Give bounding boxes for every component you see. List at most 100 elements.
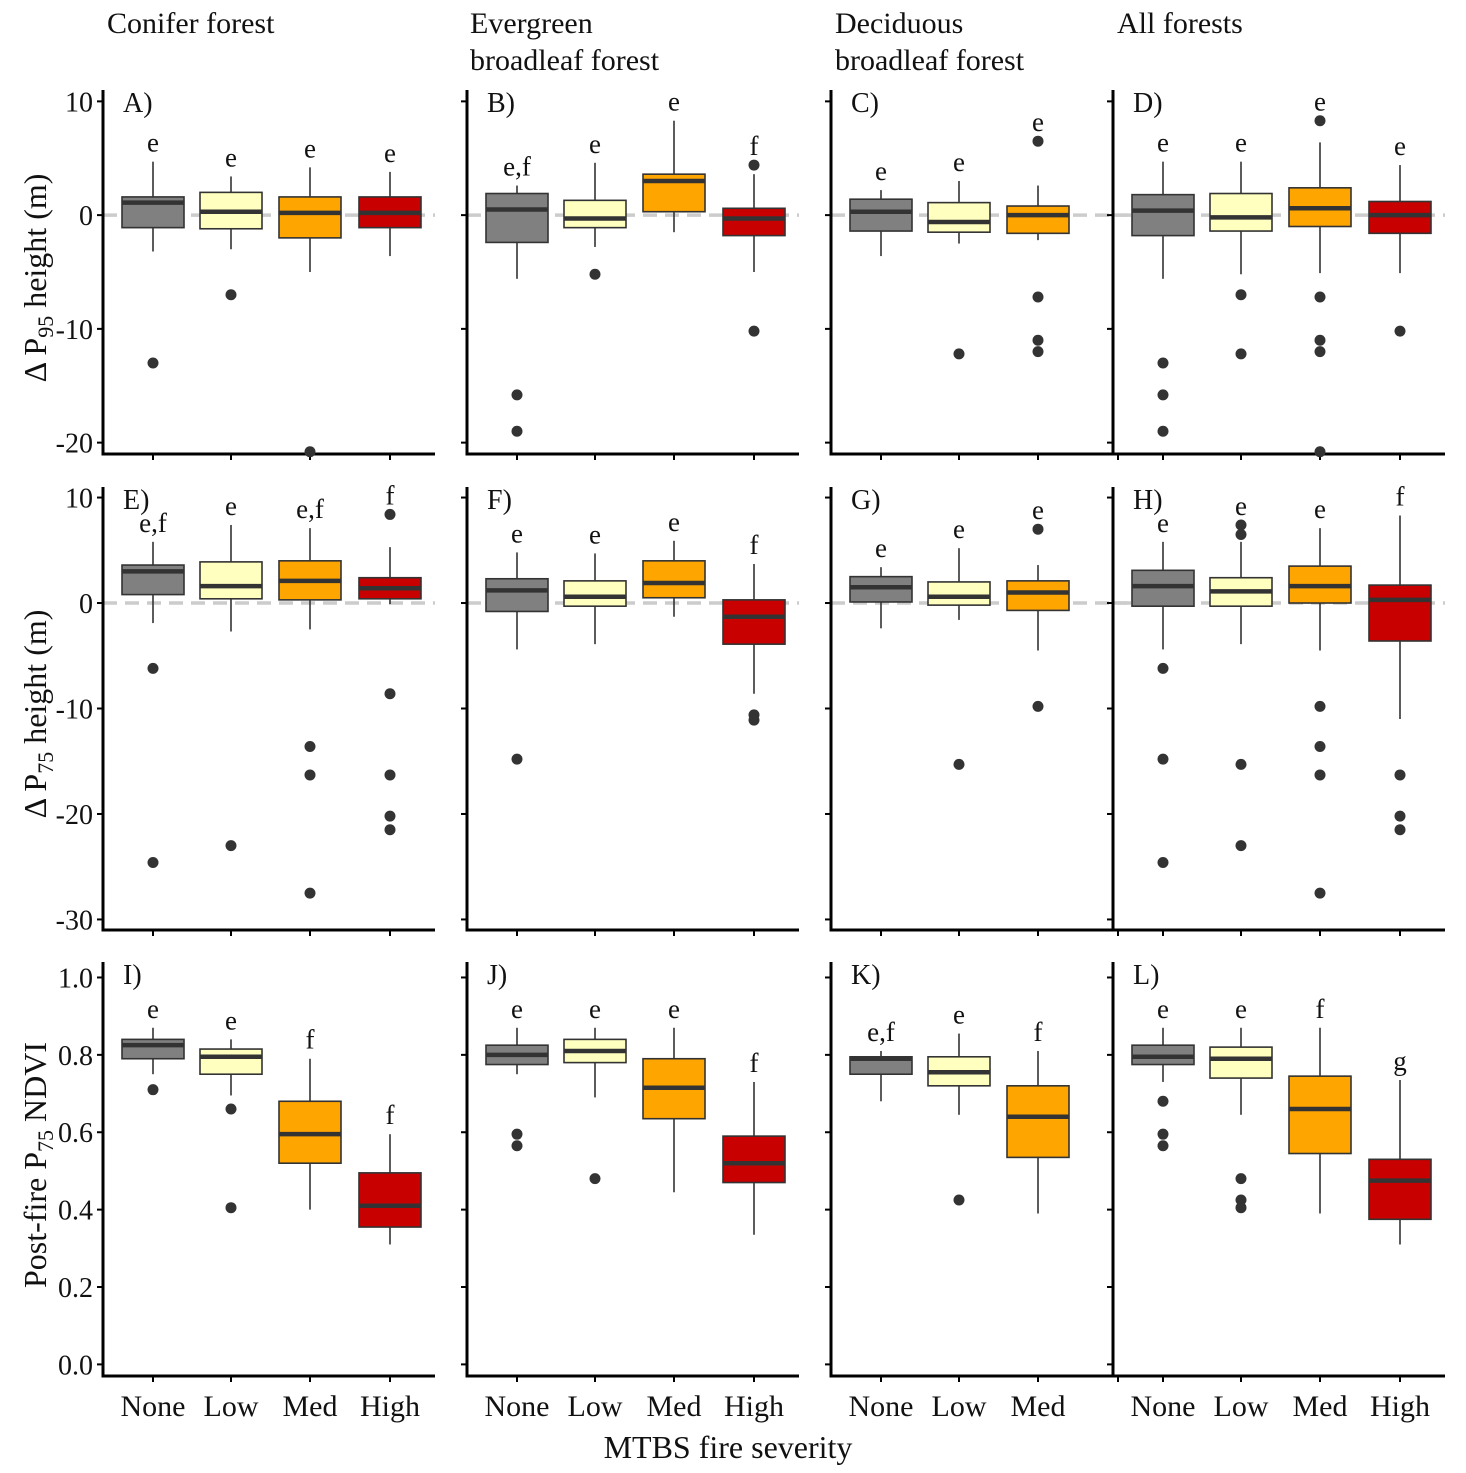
outlier-point [1157,389,1169,401]
significance-letter: e [147,994,159,1024]
y-tick-label: 0.6 [58,1118,93,1149]
outlier-point [1314,291,1326,303]
significance-letter: e [511,994,523,1024]
outlier-point [1032,135,1044,147]
box-med: f Med [1288,994,1352,1423]
significance-letter: e,f [867,1017,895,1047]
box-none: e [1131,508,1195,868]
panel-h: H)ee e f [1107,481,1445,936]
outlier-point [147,357,159,369]
y-tick-label: 0.8 [58,1041,93,1072]
panel-f: F)e e ef [461,485,799,936]
box-med: e [1006,107,1070,358]
outlier-point [511,425,523,437]
significance-letter: e [1157,508,1169,538]
outlier-point [147,1084,159,1096]
outlier-point [1394,824,1406,836]
outlier-point [1157,357,1169,369]
outlier-point [1157,1128,1169,1140]
panel-label: I) [123,960,142,991]
box-low: e [563,519,627,645]
box-iqr [485,192,549,244]
x-tick-label: Med [1011,1390,1066,1423]
outlier-point [1235,289,1247,301]
significance-letter: e [668,994,680,1024]
y-tick-label: -20 [56,429,93,460]
box-none: e None [121,994,186,1423]
x-tick-label: Med [647,1390,702,1423]
outlier-point [384,824,396,836]
significance-letter: e [304,133,316,163]
box-low: e [1209,128,1273,360]
box-none: e [849,156,913,257]
box-none: e,f [485,152,549,437]
outlier-point [953,1194,965,1206]
x-tick-label: None [849,1390,914,1423]
significance-letter: e [1157,994,1169,1024]
significance-letter: e [875,156,887,186]
outlier-point [1157,662,1169,674]
box-high: f [722,131,786,337]
significance-letter: e [1394,131,1406,161]
significance-letter: e,f [139,508,167,538]
x-axis-title: MTBS fire severity [604,1429,853,1465]
outlier-point [1314,700,1326,712]
panel-label: C) [851,88,879,119]
outlier-point [1235,840,1247,852]
outlier-point [304,740,316,752]
significance-letter: e [225,142,237,172]
panel-k: K) e,f None e Low f Med [825,960,1163,1423]
x-tick-label: Low [568,1390,623,1423]
box-med: e [1006,495,1070,712]
y-tick-label: -30 [56,905,93,936]
significance-letter: e [1314,494,1326,524]
x-tick-label: None [121,1390,186,1423]
box-low: e [199,142,263,301]
significance-letter: f [750,530,759,560]
outlier-point [953,758,965,770]
significance-letter: e,f [503,152,531,182]
box-iqr [1006,205,1070,235]
outlier-point [1314,887,1326,899]
y-tick-label: 0.2 [58,1273,93,1304]
significance-letter: e [511,518,523,548]
significance-letter: e [1314,87,1326,117]
outlier-point [511,1140,523,1152]
box-iqr [563,199,627,229]
box-iqr [485,577,549,613]
box-high: f [1368,481,1432,836]
box-iqr [1368,200,1432,235]
x-tick-label: High [1370,1390,1430,1423]
outlier-point [748,159,760,171]
y-tick-label: 0.0 [58,1350,93,1381]
outlier-point [1314,115,1326,127]
box-med: e [642,507,706,617]
significance-letter: e [668,507,680,537]
box-med: e [1288,87,1352,458]
box-iqr [1368,584,1432,642]
box-iqr [199,561,263,600]
box-none: e,f [121,508,185,868]
box-low: e [199,491,263,852]
column-title-all: All forests [1117,7,1243,40]
outlier-point [1314,446,1326,458]
box-low: e [1209,491,1273,852]
box-med: e,f [278,494,342,899]
box-iqr [358,1172,422,1228]
box-low: e Low [1209,994,1273,1423]
outlier-point [225,1103,237,1115]
box-iqr [1131,193,1195,237]
outlier-point [1032,291,1044,303]
significance-letter: e [225,491,237,521]
outlier-point [589,268,601,280]
box-low: e Low [563,994,627,1423]
box-none: e None [1131,994,1196,1423]
significance-letter: f [1034,1017,1043,1047]
outlier-point [1157,856,1169,868]
outlier-point [384,508,396,520]
x-tick-label: Low [932,1390,987,1423]
box-low: e [927,514,991,770]
significance-letter: f [386,480,395,510]
row-title-ndvi: Post-fire P75 NDVI [17,1042,58,1288]
